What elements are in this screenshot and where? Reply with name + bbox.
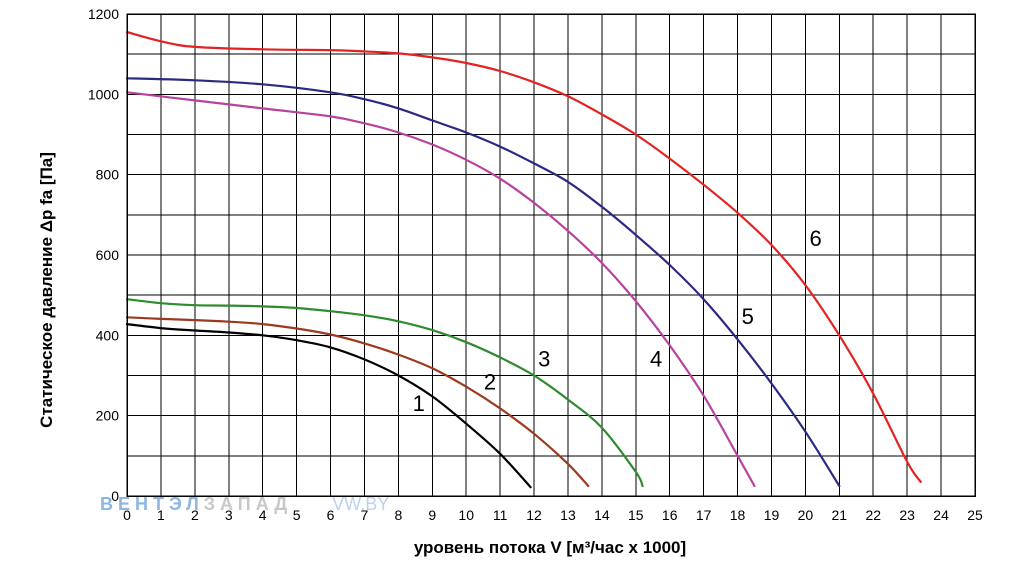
x-tick-label: 19 <box>764 507 780 523</box>
curve-label-4: 4 <box>650 347 662 372</box>
x-tick-label: 24 <box>933 507 949 523</box>
x-tick-label: 2 <box>191 507 199 523</box>
x-tick-label: 22 <box>865 507 881 523</box>
x-tick-label: 3 <box>225 507 233 523</box>
x-tick-label: 5 <box>293 507 301 523</box>
y-axis-title: Статическое давление Δp fa [Па] <box>37 152 56 428</box>
y-tick-label: 0 <box>111 488 119 504</box>
x-tick-label: 21 <box>832 507 848 523</box>
curves <box>125 31 922 489</box>
x-tick-label: 14 <box>594 507 610 523</box>
curve-label-2: 2 <box>484 370 496 395</box>
x-tick-label: 6 <box>327 507 335 523</box>
y-tick-label: 1000 <box>88 86 119 102</box>
x-tick-label: 13 <box>560 507 576 523</box>
watermark-right: VW.BY <box>332 494 389 514</box>
curve-2 <box>125 316 590 488</box>
x-tick-label: 20 <box>798 507 814 523</box>
y-tick-label: 800 <box>96 167 120 183</box>
y-tick-label: 1200 <box>88 6 119 22</box>
watermark-left: ВЕНТЭЛ <box>100 494 204 514</box>
y-tick-label: 200 <box>96 408 120 424</box>
curve-label-6: 6 <box>809 226 821 251</box>
x-tick-label: 7 <box>361 507 369 523</box>
x-tick-label: 1 <box>157 507 165 523</box>
x-tick-label: 9 <box>428 507 436 523</box>
tick-labels: 0 1 2 3 4 5 6 7 8 9 10 11 12 13 14 15 16 17 18 19 20 21 22 23 24… <box>88 6 983 523</box>
curve-5 <box>125 77 841 488</box>
curve-3 <box>125 298 644 488</box>
x-tick-label: 12 <box>526 507 542 523</box>
curve-1 <box>125 323 532 489</box>
x-tick-label: 4 <box>259 507 267 523</box>
watermark-mid: ЗАПАД <box>204 494 292 514</box>
x-tick-label: 18 <box>730 507 746 523</box>
curve-label-3: 3 <box>538 347 550 372</box>
x-tick-label: 16 <box>662 507 678 523</box>
curve-labels: 1 2 3 4 5 6 <box>413 226 822 416</box>
x-tick-label: 25 <box>967 507 983 523</box>
x-tick-label: 8 <box>394 507 402 523</box>
x-tick-label: 15 <box>628 507 644 523</box>
watermark: ВЕНТЭЛЗАПАД VW.BY <box>100 494 389 514</box>
x-tick-label: 11 <box>493 507 508 523</box>
curve-4 <box>125 91 756 488</box>
x-tick-label: 0 <box>123 507 131 523</box>
x-tick-label: 17 <box>696 507 712 523</box>
plot-frame <box>126 13 976 497</box>
curve-6 <box>125 31 922 483</box>
x-axis-title: уровень потока V [м³/час x 1000] <box>414 538 686 557</box>
y-tick-label: 600 <box>96 247 120 263</box>
x-tick-label: 23 <box>899 507 915 523</box>
grid <box>126 13 976 497</box>
x-tick-label: 10 <box>458 507 474 523</box>
y-tick-label: 400 <box>96 327 120 343</box>
curve-label-5: 5 <box>742 304 754 329</box>
curve-label-1: 1 <box>413 391 425 416</box>
